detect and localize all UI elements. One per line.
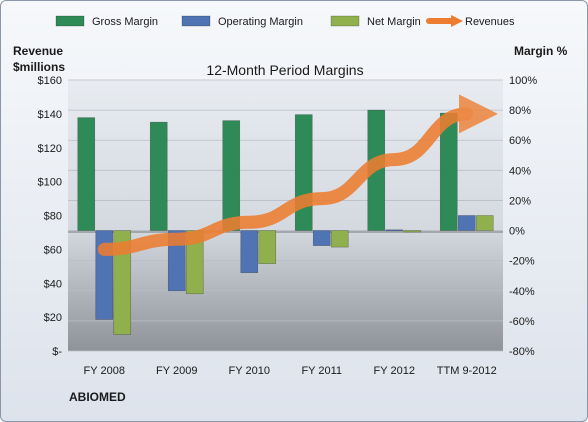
left-tick-label: $60: [44, 244, 62, 256]
left-tick-label: $140: [38, 109, 62, 121]
legend-swatch-gross-margin: [55, 15, 85, 27]
right-tick-label: -20%: [509, 256, 535, 268]
chart-title: 12-Month Period Margins: [206, 62, 363, 78]
legend-label-operating-margin: Operating Margin: [218, 16, 303, 28]
legend-swatch-net-margin: [330, 15, 360, 27]
left-tick-label: $40: [44, 278, 62, 290]
left-tick-label: $80: [44, 211, 62, 223]
x-axis: FY 2008 FY 2009 FY 2010 FY 2011 FY 2012 TTM 9…: [84, 365, 497, 377]
right-tick-label: 20%: [509, 195, 531, 207]
right-axis: -80% -60% -40% -20% 0% 20% 40% 60% 80% 100%: [509, 75, 537, 358]
x-tick-label: FY 2011: [301, 365, 342, 377]
bar-operating-margin: [240, 230, 259, 274]
right-tick-label: -40%: [509, 286, 535, 298]
bar-operating-margin: [385, 229, 404, 232]
right-tick-label: 100%: [509, 75, 537, 87]
right-tick-label: -80%: [509, 346, 535, 358]
bar-net-margin: [403, 230, 422, 233]
right-tick-label: 0%: [509, 226, 525, 238]
right-tick-label: 80%: [509, 105, 531, 117]
legend-label-gross-margin: Gross Margin: [92, 16, 158, 28]
legend-swatch-operating-margin: [181, 15, 211, 27]
right-tick-label: -60%: [509, 316, 535, 328]
x-tick-label: TTM 9-2012: [437, 365, 497, 377]
left-tick-label: $160: [38, 75, 62, 87]
bar-gross-margin: [294, 114, 313, 231]
left-tick-label: $-: [52, 346, 62, 358]
bar-net-margin: [113, 230, 132, 335]
bar-net-margin: [330, 230, 349, 248]
bar-operating-margin: [457, 215, 476, 231]
bar-operating-margin: [312, 230, 331, 246]
legend-label-net-margin: Net Margin: [367, 16, 421, 28]
left-axis-title-line1: Revenue: [13, 44, 63, 58]
bar-net-margin: [475, 215, 494, 231]
right-tick-label: 60%: [509, 135, 531, 147]
left-tick-label: $120: [38, 143, 62, 155]
legend-arrow-icon: [451, 15, 463, 27]
company-label: ABIOMED: [69, 390, 126, 404]
legend: Gross Margin Operating Margin Net Margin Re…: [55, 15, 515, 28]
x-tick-label: FY 2010: [229, 365, 270, 377]
left-tick-label: $100: [38, 177, 62, 189]
revenue-line-group: [97, 94, 498, 256]
left-axis-title-line2: $millions: [13, 60, 65, 74]
legend-label-revenues: Revenues: [465, 16, 515, 28]
left-tick-label: $20: [44, 312, 62, 324]
revenue-line: [97, 94, 498, 256]
right-tick-label: 40%: [509, 165, 531, 177]
x-tick-label: FY 2008: [84, 365, 125, 377]
x-tick-label: FY 2009: [156, 365, 197, 377]
grid-lines: [68, 79, 503, 352]
bar-net-margin: [258, 230, 277, 264]
bar-net-margin: [185, 230, 204, 295]
bar-gross-margin: [77, 117, 96, 231]
right-axis-title: Margin %: [514, 44, 568, 58]
x-tick-label: FY 2012: [374, 365, 415, 377]
left-axis: $- $20 $40 $60 $80 $100 $120 $140 $160: [38, 75, 63, 358]
bar-gross-margin: [149, 121, 168, 231]
bar-gross-margin: [222, 120, 241, 231]
